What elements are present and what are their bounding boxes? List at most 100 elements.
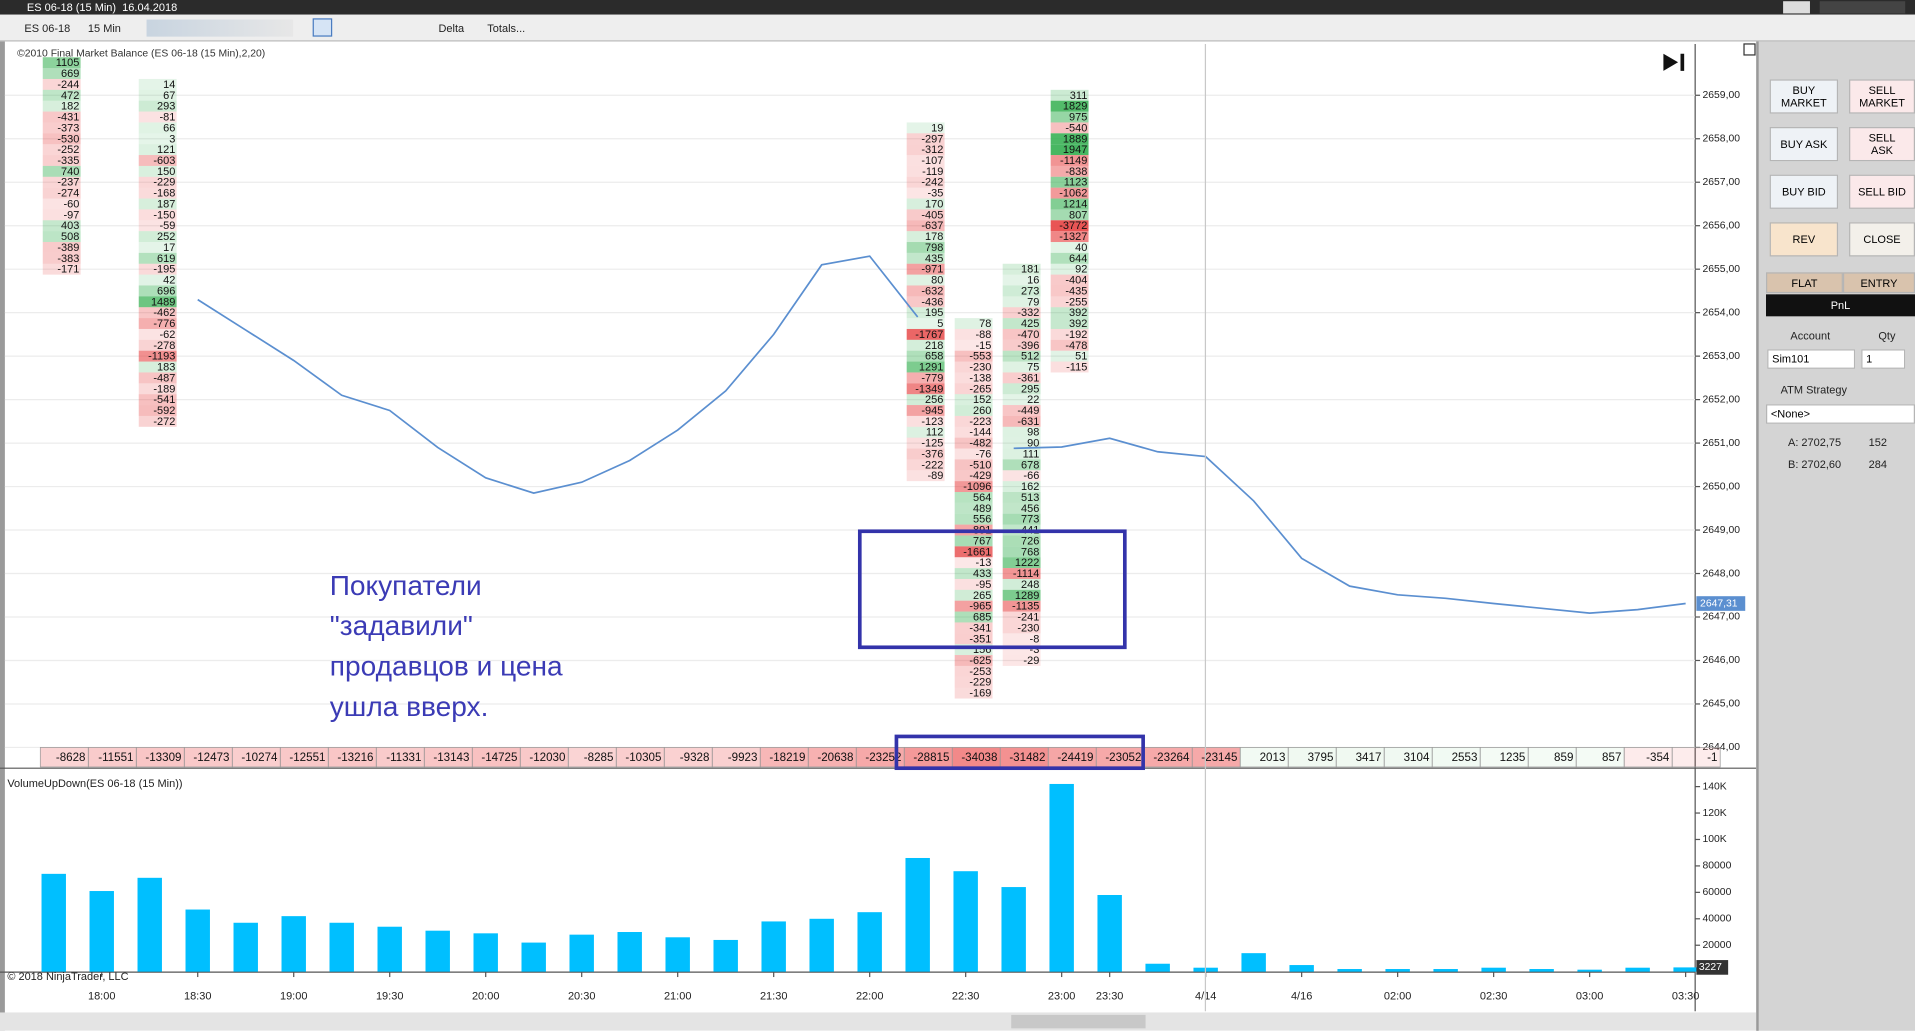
- window-controls[interactable]: [1819, 1, 1906, 14]
- window-button[interactable]: [1783, 1, 1810, 14]
- scrollbar-thumb[interactable]: [1011, 1014, 1146, 1029]
- footprint-cell: [138, 274, 177, 286]
- footprint-cell: [954, 502, 993, 514]
- footprint-value: 669: [61, 68, 79, 80]
- footprint-value: 181: [1021, 264, 1039, 276]
- interval-selector[interactable]: 15 Min: [87, 21, 121, 35]
- footprint-cell: [1050, 176, 1089, 188]
- footprint-cell: [906, 133, 945, 145]
- footprint-value: 768: [1021, 546, 1039, 558]
- footprint-cell: [954, 350, 993, 362]
- delta-value: -1: [1707, 751, 1717, 764]
- footprint-cell: [1002, 568, 1041, 579]
- flat-tab[interactable]: FLAT: [1765, 272, 1843, 294]
- footprint-value: -253: [969, 666, 991, 678]
- scrollbar[interactable]: [0, 1012, 1757, 1031]
- delta-value: -8285: [584, 751, 614, 764]
- footprint-value: -192: [1065, 329, 1087, 341]
- delta-value: -11331: [386, 751, 421, 764]
- footprint-cell: [42, 187, 81, 199]
- footprint-cell: [1002, 622, 1041, 634]
- sell-market-button[interactable]: SELL MARKET: [1849, 79, 1915, 114]
- delta-value: -9328: [680, 751, 710, 764]
- footprint-value: -482: [969, 438, 991, 450]
- totals-selector[interactable]: Totals...: [487, 21, 526, 35]
- volume-bar: [521, 942, 546, 972]
- bid-size: 284: [1868, 457, 1887, 471]
- footprint-value: 696: [157, 285, 175, 297]
- footprint-value: -373: [57, 122, 79, 134]
- footprint-cell: [954, 622, 993, 634]
- footprint-value: -429: [969, 470, 991, 482]
- scroll-end-icon[interactable]: [1663, 53, 1685, 71]
- footprint-cell: [1002, 600, 1041, 612]
- x-tick-label: 19:00: [280, 990, 307, 1002]
- footprint-value: 152: [973, 394, 991, 406]
- volume-bar: [905, 857, 930, 972]
- footprint-value: -431: [57, 112, 79, 124]
- footprint-cell: [1050, 339, 1089, 351]
- footprint-cell: [1050, 242, 1089, 253]
- footprint-value: 740: [61, 166, 79, 178]
- atm-select[interactable]: <None>: [1765, 404, 1915, 424]
- footprint-value: -592: [153, 405, 175, 417]
- footprint-cell: [906, 274, 945, 286]
- footprint-cell: [138, 242, 177, 253]
- footprint-cell: [906, 252, 945, 264]
- qty-input[interactable]: 1: [1861, 349, 1906, 369]
- footprint-value: 293: [157, 101, 175, 113]
- footprint-value: 456: [1021, 503, 1039, 515]
- copyright: © 2018 NinjaTrader, LLC: [7, 971, 128, 983]
- price-marker-label: 2647,31: [1700, 598, 1738, 609]
- buy-bid-button[interactable]: BUY BID: [1769, 174, 1839, 209]
- delta-value: -24419: [1057, 751, 1093, 764]
- footprint-value: -195: [153, 264, 175, 276]
- footprint-value: -312: [921, 144, 943, 156]
- footprint-cell: [1002, 394, 1041, 406]
- footprint-cell: [954, 611, 993, 623]
- delta-value: -23145: [1201, 751, 1237, 764]
- footprint-cell: [906, 155, 945, 166]
- footprint-value: -230: [1017, 622, 1039, 634]
- footprint-value: -88: [975, 329, 991, 341]
- footprint-value: 556: [973, 514, 991, 526]
- instrument-selector[interactable]: ES 06-18: [24, 21, 71, 35]
- close-button[interactable]: CLOSE: [1849, 222, 1915, 257]
- footprint-value: 162: [1021, 481, 1039, 493]
- delta-value: -12551: [289, 751, 325, 764]
- x-tick-label: 21:00: [664, 990, 692, 1002]
- y-tick-label: 2650,00: [1702, 481, 1740, 492]
- x-tick-label: 22:00: [856, 990, 884, 1002]
- footprint-value: 78: [979, 318, 991, 330]
- x-tick-label: 18:00: [88, 990, 116, 1002]
- toolbar-icons[interactable]: [146, 19, 294, 37]
- reverse-button[interactable]: REV: [1769, 222, 1839, 257]
- footprint-value: 187: [157, 198, 175, 210]
- sell-bid-button[interactable]: SELL BID: [1849, 174, 1915, 209]
- footprint-cell: [42, 220, 81, 232]
- y-tick-label: 100K: [1702, 834, 1726, 845]
- footprint-cell: [138, 307, 177, 319]
- footprint-cell: [138, 285, 177, 297]
- delta-value: -9923: [728, 751, 758, 764]
- footprint-cell: [1002, 459, 1041, 471]
- sell-ask-button[interactable]: SELL ASK: [1849, 127, 1915, 162]
- toolbar-toggle[interactable]: [312, 18, 333, 37]
- entry-tab[interactable]: ENTRY: [1842, 272, 1915, 294]
- footprint-cell: [138, 372, 177, 384]
- footprint-value: -1096: [963, 481, 991, 493]
- account-select[interactable]: Sim101: [1767, 349, 1856, 369]
- footprint-value: 90: [1027, 438, 1039, 450]
- footprint-cell: [954, 361, 993, 373]
- buy-market-button[interactable]: BUY MARKET: [1769, 79, 1839, 114]
- footprint-value: -541: [153, 394, 175, 406]
- delta-value: -14725: [481, 751, 517, 764]
- footprint-value: -341: [969, 622, 991, 634]
- buy-ask-button[interactable]: BUY ASK: [1769, 127, 1839, 162]
- account-label: Account: [1790, 329, 1831, 342]
- volume-bar: [1385, 969, 1410, 972]
- footprint-value: 403: [61, 220, 79, 232]
- delta-value: 2553: [1452, 751, 1478, 764]
- mode-selector[interactable]: Delta: [438, 21, 465, 35]
- footprint-cell: [138, 405, 177, 416]
